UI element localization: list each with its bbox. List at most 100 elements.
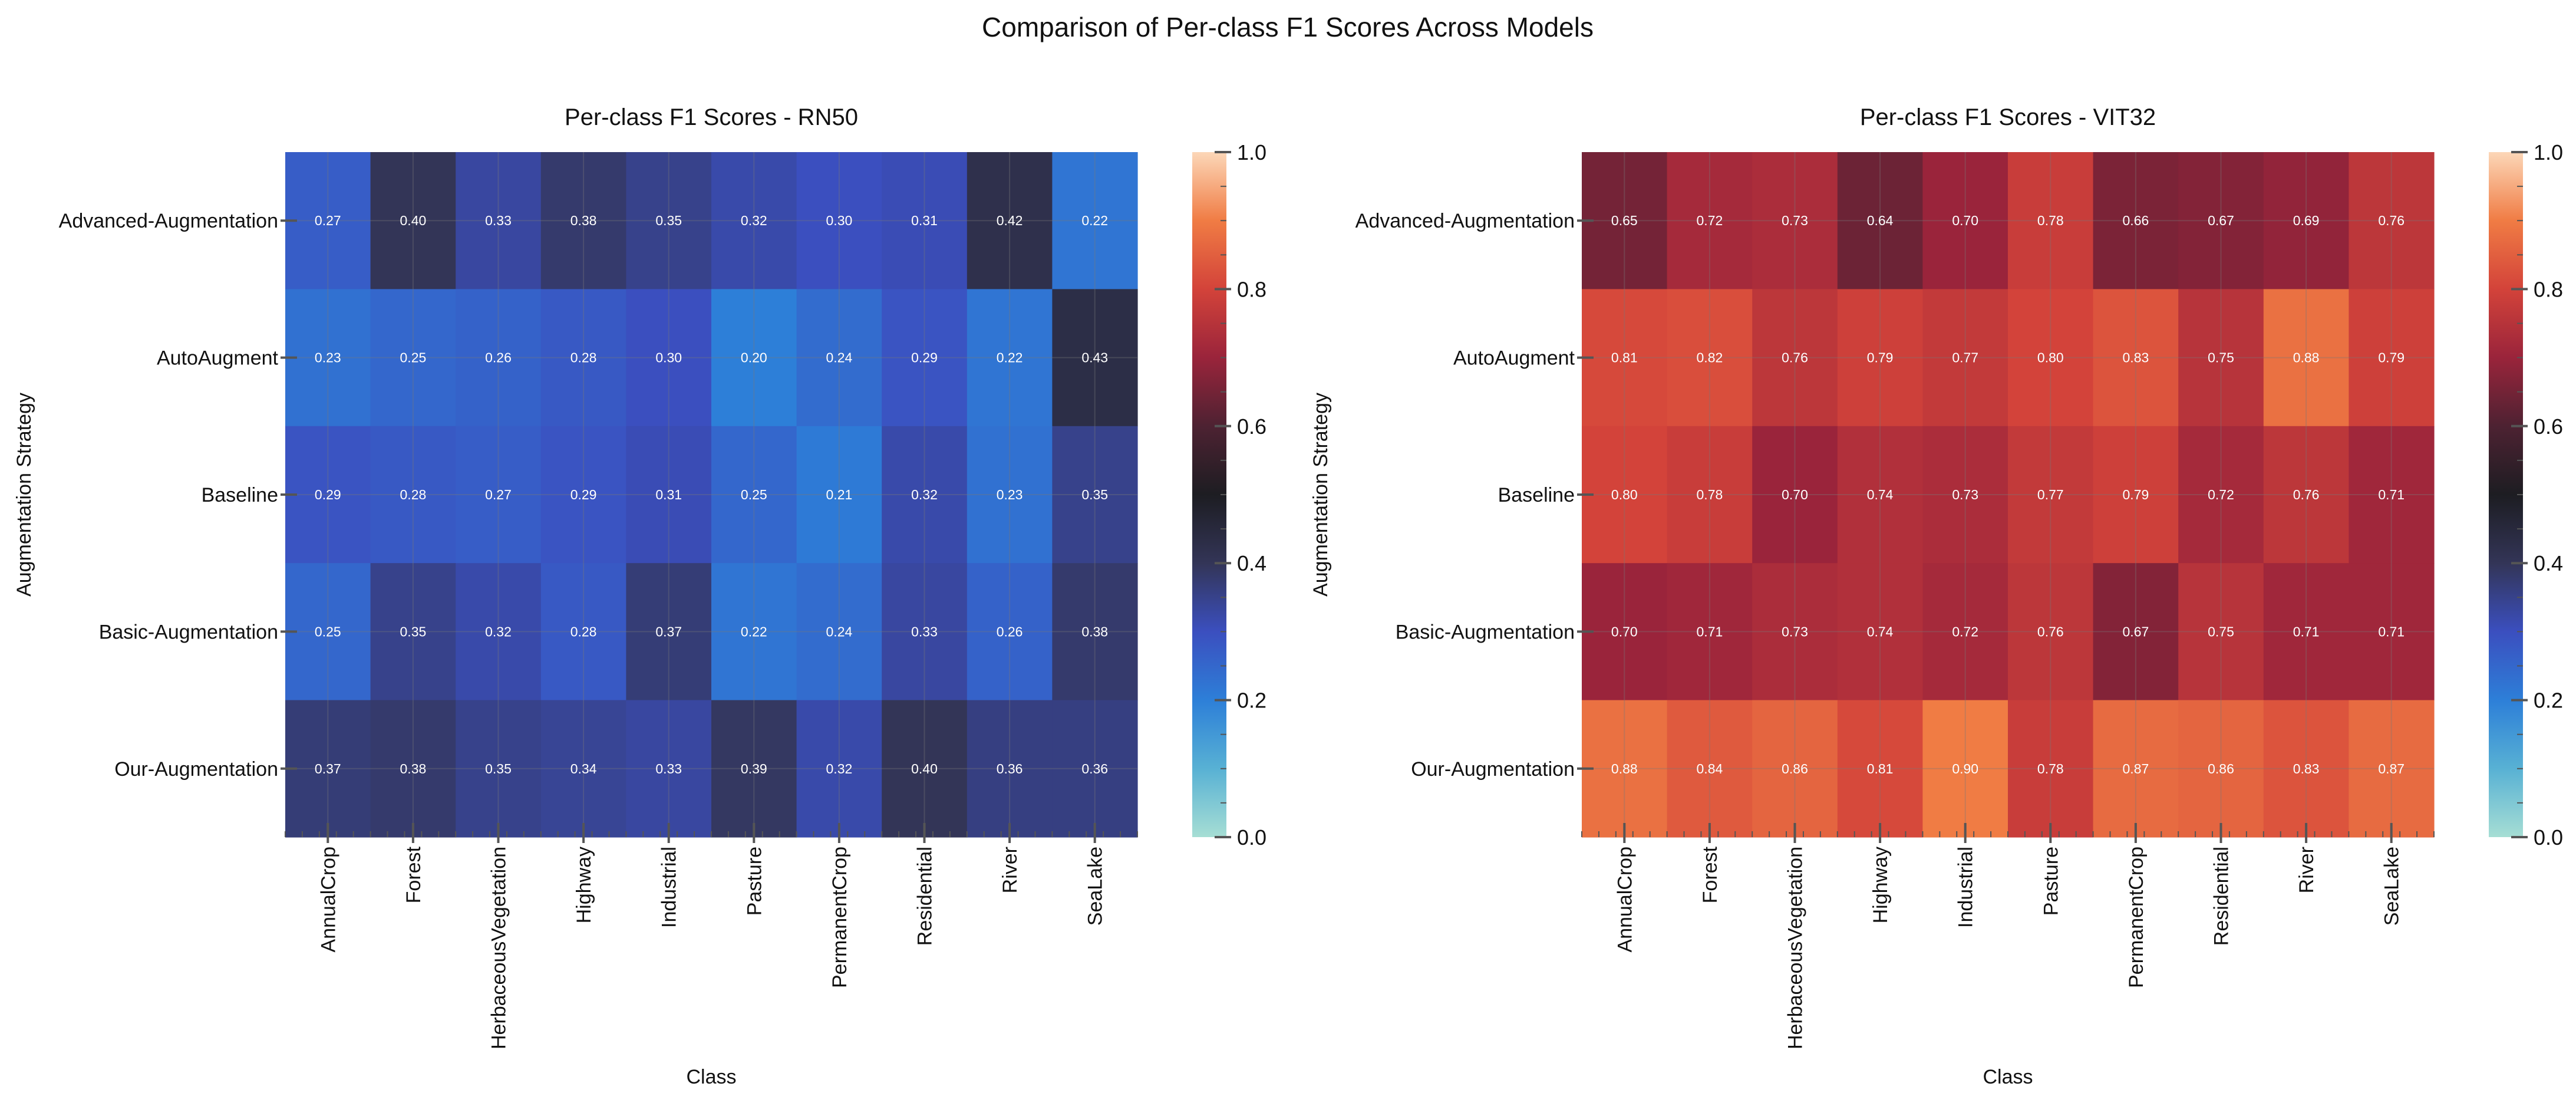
cell-value-label: 0.32 <box>741 213 767 228</box>
cell-value-label: 0.70 <box>1782 487 1808 502</box>
x-tick-label: Highway <box>573 847 595 923</box>
cell-value-label: 0.80 <box>1611 487 1638 502</box>
cell-value-label: 0.77 <box>1952 350 1978 366</box>
heatmap-cell <box>711 289 797 427</box>
y-tick-label: Baseline <box>202 484 278 506</box>
heatmap-cell <box>1837 152 1923 289</box>
heatmap-cell <box>1922 700 2008 838</box>
heatmap-cell <box>285 426 371 564</box>
cell-value-label: 0.79 <box>2378 350 2405 366</box>
heatmap-cell <box>540 289 626 427</box>
cell-value-label: 0.30 <box>655 350 682 366</box>
cell-value-label: 0.78 <box>1697 487 1723 502</box>
heatmap-cell <box>796 700 882 838</box>
cell-value-label: 0.21 <box>826 487 853 502</box>
heatmap-cell <box>796 563 882 701</box>
heatmap-cell <box>2008 563 2094 701</box>
x-tick-label: AnnualCrop <box>1614 847 1636 953</box>
cell-value-label: 0.64 <box>1867 213 1894 228</box>
y-tick-label: Advanced-Augmentation <box>1355 210 1575 232</box>
cell-value-label: 0.90 <box>1952 761 1978 776</box>
cell-value-label: 0.40 <box>911 761 938 776</box>
heatmap-cell <box>2178 289 2264 427</box>
heatmap-cell <box>1582 289 1668 427</box>
heatmap-cell <box>882 563 968 701</box>
cell-value-label: 0.82 <box>1697 350 1723 366</box>
cell-value-label: 0.72 <box>1697 213 1723 228</box>
heatmap-cell <box>2093 700 2179 838</box>
colorbar-tick-label: 0.6 <box>1237 414 1266 439</box>
cell-value-label: 0.30 <box>826 213 853 228</box>
x-axis-label: Class <box>686 1066 736 1088</box>
heatmap-cell <box>2093 563 2179 701</box>
heatmap-cell <box>1837 289 1923 427</box>
cell-value-label: 0.76 <box>2378 213 2405 228</box>
cell-value-label: 0.43 <box>1081 350 1108 366</box>
cell-value-label: 0.70 <box>1611 624 1638 639</box>
heatmap-cell <box>2263 426 2349 564</box>
cell-value-label: 0.27 <box>485 487 512 502</box>
cell-value-label: 0.83 <box>2123 350 2149 366</box>
heatmap-cell <box>2349 152 2435 289</box>
cell-value-label: 0.38 <box>1081 624 1108 639</box>
cell-value-label: 0.31 <box>911 213 938 228</box>
x-tick-label: PermanentCrop <box>2125 847 2148 988</box>
heatmap-cell <box>2008 152 2094 289</box>
cell-value-label: 0.25 <box>400 350 427 366</box>
x-tick-label: Highway <box>1869 847 1892 923</box>
cell-value-label: 0.36 <box>1081 761 1108 776</box>
heatmap-cell <box>2263 563 2349 701</box>
cell-value-label: 0.34 <box>570 761 597 776</box>
heatmap-cell <box>1667 426 1753 564</box>
cell-value-label: 0.22 <box>1081 213 1108 228</box>
cell-value-label: 0.25 <box>315 624 341 639</box>
heatmap-cell <box>2263 700 2349 838</box>
cell-value-label: 0.22 <box>741 624 767 639</box>
cell-value-label: 0.77 <box>2037 487 2064 502</box>
cell-value-label: 0.37 <box>655 624 682 639</box>
cell-value-label: 0.22 <box>997 350 1023 366</box>
cell-value-label: 0.29 <box>570 487 597 502</box>
heatmap-cell <box>711 700 797 838</box>
heatmap-cell <box>967 563 1053 701</box>
cell-value-label: 0.37 <box>315 761 341 776</box>
colorbar-tick-label: 0.8 <box>1237 277 1266 301</box>
heatmap-cell <box>540 563 626 701</box>
cell-value-label: 0.42 <box>997 213 1023 228</box>
heatmap-cell <box>796 152 882 289</box>
heatmap-cell <box>285 700 371 838</box>
heatmap-cell <box>1667 563 1753 701</box>
y-tick-label: Our-Augmentation <box>114 758 278 781</box>
cell-value-label: 0.29 <box>315 487 341 502</box>
colorbar-tick-label: 0.2 <box>1237 689 1266 713</box>
heatmap-cell <box>1667 289 1753 427</box>
cell-value-label: 0.23 <box>997 487 1023 502</box>
cell-value-label: 0.25 <box>741 487 767 502</box>
heatmap-cell <box>285 152 371 289</box>
heatmap-cell <box>285 563 371 701</box>
heatmap-cell <box>1837 563 1923 701</box>
cell-value-label: 0.76 <box>1782 350 1808 366</box>
cell-value-label: 0.24 <box>826 350 853 366</box>
y-tick-label: Our-Augmentation <box>1411 758 1575 781</box>
x-tick-label: PermanentCrop <box>829 847 851 988</box>
panel-title: Per-class F1 Scores - RN50 <box>565 104 858 130</box>
heatmap-cell <box>2349 700 2435 838</box>
cell-value-label: 0.72 <box>1952 624 1978 639</box>
cell-value-label: 0.67 <box>2208 213 2234 228</box>
heatmap-cell <box>1752 289 1838 427</box>
x-tick-label: HerbaceousVegetation <box>1785 847 1807 1049</box>
x-tick-label: Industrial <box>658 847 681 928</box>
cell-value-label: 0.28 <box>400 487 427 502</box>
cell-value-label: 0.28 <box>570 350 597 366</box>
x-tick-label: Residential <box>914 847 936 946</box>
cell-value-label: 0.69 <box>2293 213 2320 228</box>
cell-value-label: 0.78 <box>2037 213 2064 228</box>
heatmap-cell <box>1922 426 2008 564</box>
heatmap-cell <box>1837 426 1923 564</box>
cell-value-label: 0.23 <box>315 350 341 366</box>
cell-value-label: 0.73 <box>1782 624 1808 639</box>
heatmap-cell <box>882 426 968 564</box>
cell-value-label: 0.73 <box>1782 213 1808 228</box>
